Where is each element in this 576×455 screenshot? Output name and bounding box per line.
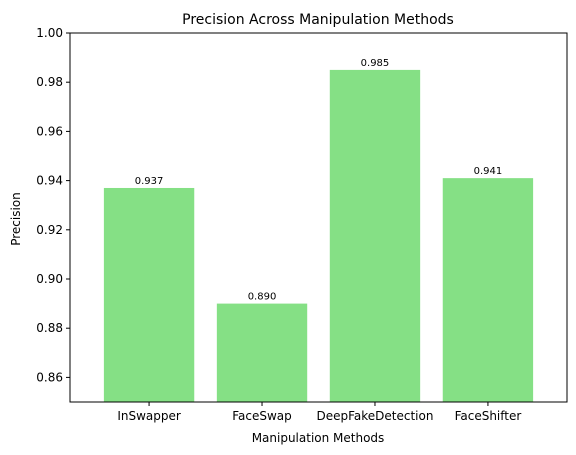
bars: 0.937 0.890 0.985 0.941 [103,58,534,403]
x-tick-label: FaceSwap [232,409,292,423]
y-tick-label: 0.98 [36,75,63,89]
y-axis-ticks: 0.86 0.88 0.90 0.92 0.94 0.96 0.98 1.00 [36,26,70,384]
bar-faceswap [216,303,308,402]
y-tick-label: 0.96 [36,124,63,138]
y-tick-label: 0.86 [36,370,63,384]
y-axis-label: Precision [9,192,23,246]
y-tick-label: 0.92 [36,223,63,237]
x-tick-label: FaceShifter [455,409,522,423]
bar-inswapper [103,187,195,402]
bar-value-label: 0.985 [361,58,390,69]
plot-frame [69,32,568,403]
x-tick-label: DeepFakeDetection [316,409,433,423]
x-axis-label: Manipulation Methods [252,431,385,445]
x-tick-label: InSwapper [117,409,181,423]
bar-faceshifter [442,178,534,402]
x-axis-ticks: InSwapper FaceSwap DeepFakeDetection FaceSh… [117,402,521,423]
bar-value-label: 0.890 [248,292,277,303]
y-tick-label: 0.88 [36,321,63,335]
bar-value-label: 0.937 [135,176,164,187]
bar-deepfakedetection [329,69,421,403]
y-tick-label: 0.94 [36,174,63,188]
bar-value-label: 0.941 [474,166,503,177]
y-tick-label: 1.00 [36,26,63,40]
chart-title: Precision Across Manipulation Methods [182,12,454,28]
y-tick-label: 0.90 [36,272,63,286]
